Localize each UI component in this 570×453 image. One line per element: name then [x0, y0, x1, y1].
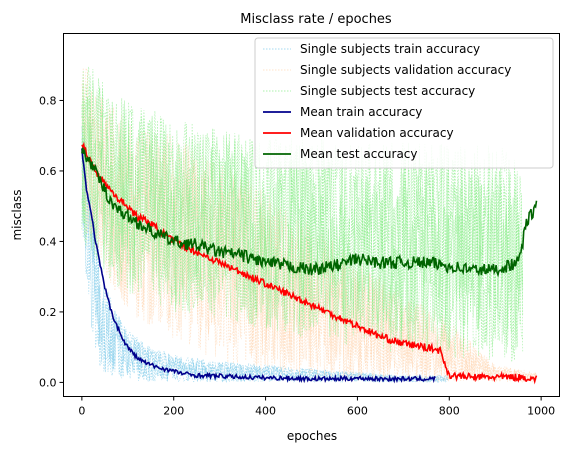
- x-axis: 0 200 400 600 800 1000: [78, 396, 555, 418]
- single-subject-trace: [81, 68, 537, 384]
- y-axis-label: misclass: [10, 189, 24, 240]
- y-axis: 0.0 0.2 0.4 0.6 0.8: [39, 94, 64, 389]
- y-tick-label: 0.2: [39, 306, 57, 319]
- legend-label: Single subjects train accuracy: [300, 42, 480, 56]
- series-line-0: [81, 148, 436, 384]
- series-line-2: [81, 147, 538, 278]
- x-axis-label: epoches: [287, 429, 337, 443]
- plot-area: [81, 66, 538, 385]
- single-subject-trace: [81, 96, 524, 358]
- single-subject-trace: [81, 145, 449, 384]
- chart-title: Misclass rate / epoches: [240, 12, 392, 27]
- legend-box: [254, 37, 554, 169]
- x-tick-label: 600: [347, 405, 368, 418]
- legend-label: Single subjects test accuracy: [300, 84, 475, 98]
- y-tick-label: 0.8: [39, 94, 57, 107]
- single-subject-trace: [81, 146, 449, 384]
- legend-label: Mean validation accuracy: [300, 126, 454, 140]
- legend-label: Mean train accuracy: [300, 105, 422, 119]
- legend: Single subjects train accuracy Single sub…: [254, 37, 554, 169]
- y-tick-label: 0.4: [39, 235, 57, 248]
- single-subject-trace: [81, 67, 537, 382]
- legend-label: Mean test accuracy: [300, 147, 418, 161]
- single-subject-trace: [81, 126, 449, 384]
- single-subject-trace: [81, 88, 524, 353]
- x-tick-label: 200: [163, 405, 184, 418]
- y-tick-label: 0.6: [39, 165, 57, 178]
- legend-label: Single subjects validation accuracy: [300, 63, 511, 77]
- single-subject-trace: [81, 66, 524, 353]
- single-subject-trace: [81, 78, 524, 358]
- x-tick-label: 400: [255, 405, 276, 418]
- single-subject-trace: [81, 75, 524, 363]
- single-subject-trace: [81, 84, 537, 383]
- y-tick-label: 0.0: [39, 376, 57, 389]
- x-tick-label: 1000: [527, 405, 555, 418]
- x-tick-label: 800: [439, 405, 460, 418]
- x-tick-label: 0: [78, 405, 85, 418]
- axes-frame: [63, 33, 560, 397]
- single-subject-trace: [81, 95, 537, 383]
